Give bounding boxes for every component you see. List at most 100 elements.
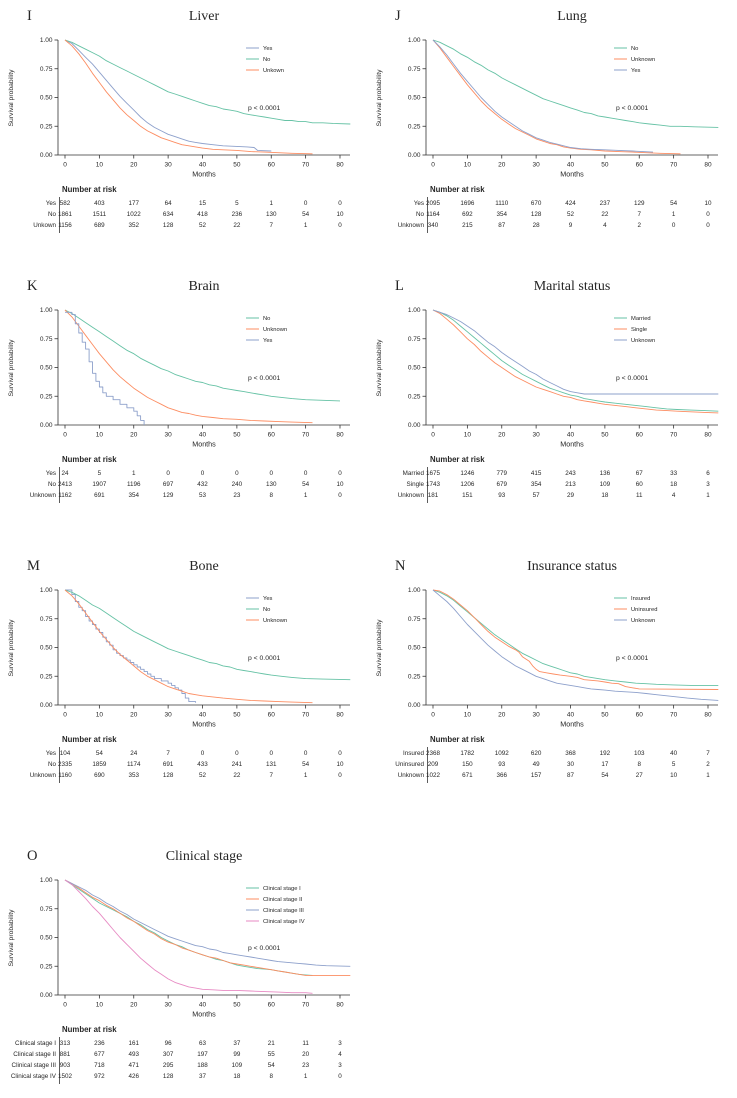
risk-cell: 63	[199, 1040, 207, 1047]
risk-cell: 671	[462, 772, 473, 779]
risk-cell: 37	[199, 1073, 207, 1080]
survival-curve-yes	[64, 39, 272, 152]
y-tick-label: 0.75	[408, 616, 421, 623]
x-tick-label: 50	[233, 162, 241, 169]
km-plot-N: N Insurance status Survival probability 1.0…	[376, 558, 719, 783]
risk-cell: 128	[531, 211, 542, 218]
risk-cell: 0	[304, 470, 308, 477]
risk-cell: 691	[94, 492, 105, 499]
km-panel-O: O Clinical stage Survival probability 1.00 0…	[0, 840, 368, 1098]
y-tick-label: 0.25	[408, 123, 421, 130]
risk-row-label: Unknown	[398, 492, 425, 499]
risk-cell: 0	[269, 470, 273, 477]
panel-letter: O	[27, 848, 37, 864]
x-tick-label: 50	[233, 712, 241, 719]
risk-cell: 7	[269, 772, 273, 779]
y-tick-label: 0.00	[408, 152, 421, 159]
survival-curve-yes	[65, 589, 197, 703]
risk-cell: 99	[233, 1051, 241, 1058]
risk-cell: 236	[94, 1040, 105, 1047]
risk-cell: 366	[496, 772, 507, 779]
risk-row-label: Unknown	[398, 772, 425, 779]
survival-curve-yes	[432, 39, 654, 153]
panel-title: Marital status	[534, 279, 611, 294]
risk-cell: 197	[197, 1051, 208, 1058]
x-tick-label: 80	[336, 712, 344, 719]
x-tick-label: 70	[302, 432, 310, 439]
risk-cell: 471	[128, 1062, 139, 1069]
x-tick-label: 80	[704, 432, 712, 439]
x-axis-label: Months	[192, 170, 216, 179]
risk-cell: 679	[496, 481, 507, 488]
legend-label: Unknown	[263, 327, 287, 333]
legend-label: Single	[631, 327, 647, 333]
risk-cell: 9	[569, 222, 573, 229]
legend-label: Unknown	[631, 57, 655, 63]
risk-cell: 33	[670, 470, 678, 477]
risk-cell: 415	[531, 470, 542, 477]
risk-cell: 424	[565, 200, 576, 207]
risk-cell: 20	[302, 1051, 310, 1058]
x-tick-label: 40	[567, 432, 575, 439]
risk-row-label: Unknown	[30, 772, 57, 779]
risk-cell: 53	[199, 492, 207, 499]
x-tick-label: 80	[336, 162, 344, 169]
risk-cell: 11	[302, 1040, 309, 1047]
risk-table-header: Number at risk	[430, 185, 485, 194]
risk-cell: 1206	[460, 481, 475, 488]
risk-cell: 1907	[92, 481, 107, 488]
risk-cell: 2095	[426, 200, 441, 207]
risk-cell: 0	[269, 750, 273, 757]
risk-cell: 1	[304, 1073, 308, 1080]
risk-cell: 881	[60, 1051, 71, 1058]
risk-cell: 1022	[127, 211, 142, 218]
risk-cell: 109	[600, 481, 611, 488]
p-value: p < 0.0001	[248, 375, 281, 382]
x-tick-label: 60	[268, 162, 276, 169]
x-tick-label: 10	[464, 432, 472, 439]
km-plot-O: O Clinical stage Survival probability 1.00 0…	[8, 848, 351, 1084]
risk-cell: 10	[336, 481, 344, 488]
risk-cell: 1164	[426, 211, 440, 218]
risk-cell: 128	[163, 1073, 174, 1080]
risk-cell: 403	[94, 200, 105, 207]
y-tick-label: 1.00	[40, 877, 53, 884]
x-tick-label: 30	[533, 162, 541, 169]
risk-cell: 1782	[460, 750, 475, 757]
x-tick-label: 60	[636, 162, 644, 169]
y-tick-label: 0.75	[40, 906, 53, 913]
risk-cell: 96	[165, 1040, 173, 1047]
risk-cell: 177	[128, 200, 139, 207]
survival-curve-married	[432, 309, 719, 412]
risk-cell: 0	[338, 750, 342, 757]
risk-table-header: Number at risk	[62, 1025, 117, 1034]
legend-label: No	[263, 57, 270, 63]
risk-cell: 2	[637, 222, 641, 229]
risk-table-header: Number at risk	[62, 455, 117, 464]
risk-cell: 433	[197, 761, 208, 768]
risk-cell: 11	[636, 492, 643, 499]
p-value: p < 0.0001	[616, 375, 649, 382]
risk-cell: 1160	[58, 772, 72, 779]
risk-cell: 0	[338, 772, 342, 779]
y-tick-label: 0.00	[408, 422, 421, 429]
x-tick-label: 60	[268, 1002, 276, 1009]
y-tick-label: 0.25	[40, 123, 53, 130]
risk-row-label: Married	[403, 470, 425, 477]
risk-cell: 22	[233, 772, 241, 779]
panel-title: Bone	[189, 559, 219, 574]
risk-row-label: Uninsured	[395, 761, 424, 768]
risk-cell: 697	[163, 481, 174, 488]
legend-label: No	[263, 316, 270, 322]
x-axis-label: Months	[192, 440, 216, 449]
risk-cell: 161	[128, 1040, 139, 1047]
y-axis-label: Survival probability	[376, 69, 383, 127]
x-tick-label: 50	[233, 1002, 241, 1009]
risk-cell: 23	[233, 492, 241, 499]
legend-label: Insured	[631, 596, 650, 602]
risk-cell: 130	[266, 481, 277, 488]
y-axis-label: Survival probability	[376, 619, 383, 677]
legend-label: Married	[631, 316, 651, 322]
risk-row-label: Clinical stage IV	[11, 1073, 57, 1080]
